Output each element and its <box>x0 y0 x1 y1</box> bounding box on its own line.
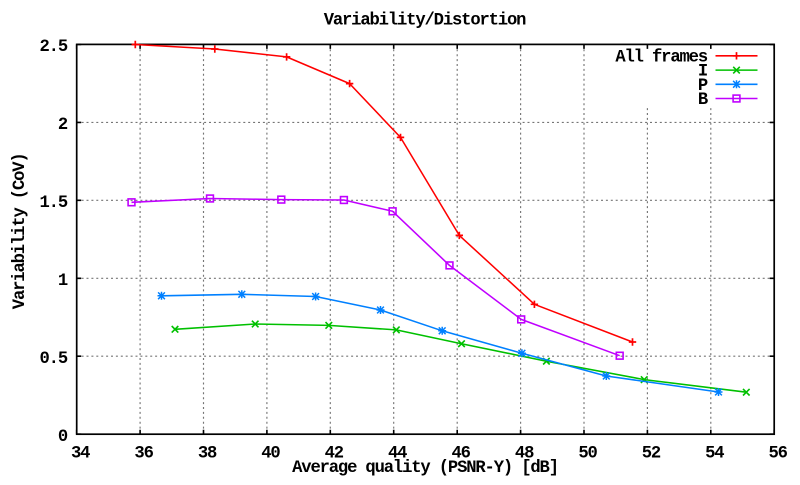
svg-text:P: P <box>698 77 708 96</box>
svg-text:Variability/Distortion: Variability/Distortion <box>324 12 526 31</box>
svg-text:56: 56 <box>769 445 788 464</box>
svg-text:34: 34 <box>71 445 90 464</box>
svg-text:54: 54 <box>705 445 724 464</box>
svg-text:48: 48 <box>515 445 534 464</box>
svg-text:I: I <box>698 63 707 82</box>
svg-text:52: 52 <box>642 445 661 464</box>
svg-text:42: 42 <box>325 445 344 464</box>
svg-text:36: 36 <box>134 445 153 464</box>
svg-text:46: 46 <box>452 445 471 464</box>
svg-text:Average quality (PSNR-Y) [dB]: Average quality (PSNR-Y) [dB] <box>292 459 558 478</box>
svg-text:Variability (CoV): Variability (CoV) <box>11 153 30 309</box>
svg-text:0.5: 0.5 <box>40 350 68 369</box>
svg-text:B: B <box>698 91 708 110</box>
svg-text:50: 50 <box>578 445 597 464</box>
svg-text:0: 0 <box>58 428 68 447</box>
svg-text:2.5: 2.5 <box>40 38 68 57</box>
svg-text:2: 2 <box>58 116 68 135</box>
svg-text:40: 40 <box>261 445 280 464</box>
svg-text:All frames: All frames <box>615 48 707 67</box>
svg-text:1.5: 1.5 <box>40 194 68 213</box>
svg-text:1: 1 <box>58 272 68 291</box>
svg-text:44: 44 <box>388 445 407 464</box>
svg-text:38: 38 <box>198 445 217 464</box>
